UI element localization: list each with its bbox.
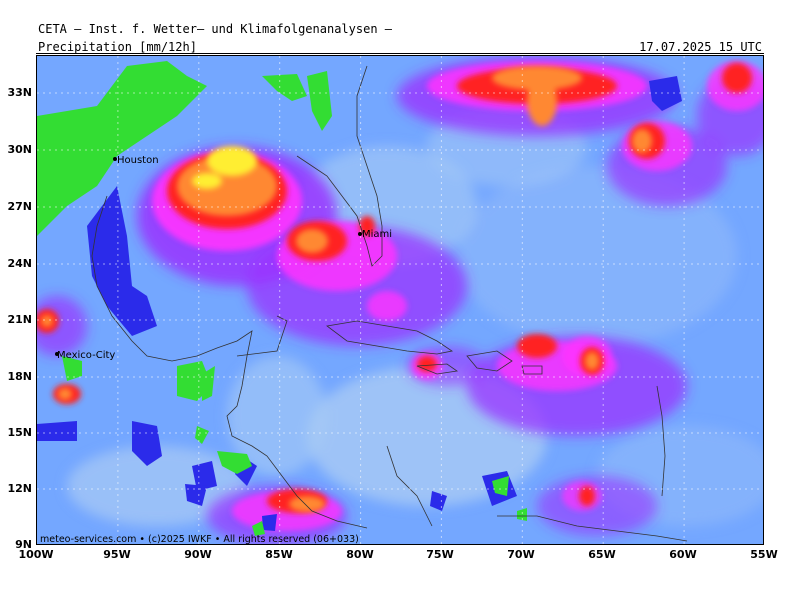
header-divider: [36, 53, 764, 54]
green-land-areas: [37, 61, 527, 536]
grid-lines: [37, 56, 763, 544]
header-product: Precipitation [mm/12h]: [38, 40, 197, 54]
city-dot-mexico-city: [55, 352, 59, 356]
lat-label: 12N: [7, 482, 32, 495]
city-markers: Houston Miami Mexico-City: [55, 155, 392, 361]
coastlines: [91, 65, 688, 542]
header-organization: CETA – Inst. f. Wetter– und Klimafolgena…: [38, 22, 393, 36]
lon-label: 70W: [507, 548, 535, 561]
precipitation-map: Houston Miami Mexico-City meteo-services…: [36, 55, 764, 545]
lat-label: 30N: [7, 143, 32, 156]
city-label-miami: Miami: [362, 229, 392, 240]
lon-label: 100W: [18, 548, 54, 561]
lat-label: 15N: [7, 426, 32, 439]
city-label-houston: Houston: [117, 155, 159, 166]
lon-label: 75W: [426, 548, 454, 561]
city-label-mexico-city: Mexico-City: [57, 350, 115, 361]
lat-label: 21N: [7, 313, 32, 326]
lat-label: 33N: [7, 86, 32, 99]
lon-label: 95W: [103, 548, 131, 561]
lon-label: 60W: [669, 548, 697, 561]
lat-label: 18N: [7, 370, 32, 383]
lat-label: 9N: [15, 538, 32, 551]
lon-label: 80W: [346, 548, 374, 561]
orange-precip: [41, 66, 652, 512]
city-dot-houston: [113, 157, 117, 161]
lon-label: 90W: [184, 548, 212, 561]
lon-label: 55W: [750, 548, 778, 561]
lon-label: 85W: [265, 548, 293, 561]
lon-label: 65W: [588, 548, 616, 561]
city-dot-miami: [358, 232, 362, 236]
copyright-text: meteo-services.com • (c)2025 IWKF • All …: [40, 534, 359, 545]
lat-label: 24N: [7, 257, 32, 270]
map-canvas: Houston Miami Mexico-City meteo-services…: [37, 56, 763, 545]
yellow-precip: [192, 146, 257, 189]
lat-label: 27N: [7, 200, 32, 213]
header-valid-time: 17.07.2025 15 UTC: [639, 40, 762, 54]
